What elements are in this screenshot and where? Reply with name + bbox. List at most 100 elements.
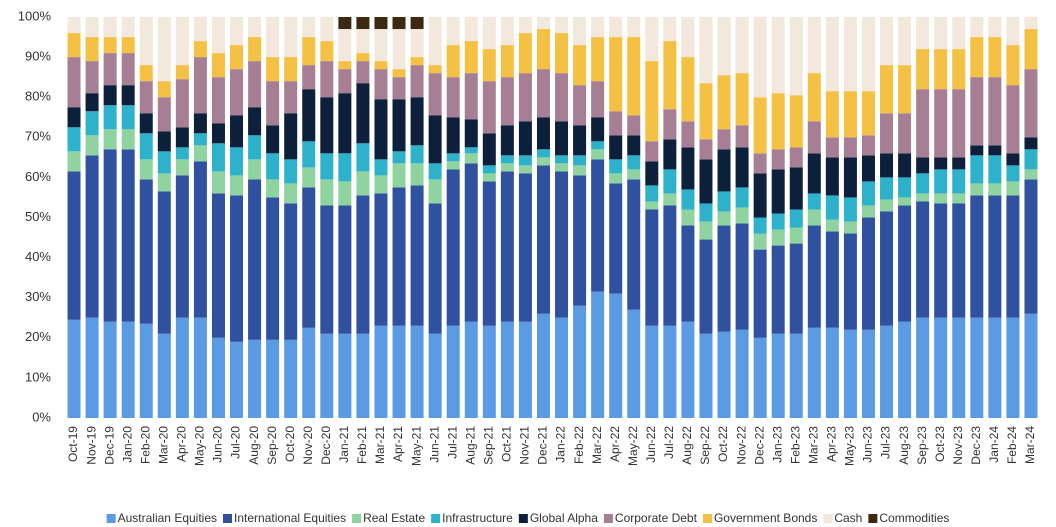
bar-segment (248, 37, 262, 62)
bar-segment (230, 195, 244, 342)
bar-segment (627, 169, 641, 180)
bar-segment (266, 197, 280, 340)
x-tick-label: Feb-24 (1005, 426, 1019, 464)
bar-segment (934, 17, 948, 50)
x-tick-label: Aug-21 (463, 426, 477, 465)
x-tick-label: Aug-23 (897, 426, 911, 465)
x-tick-label: Aug-22 (680, 426, 694, 465)
legend-swatch (431, 514, 441, 523)
bar-segment (843, 17, 857, 92)
bar-segment (555, 163, 569, 172)
bar-segment (952, 49, 966, 90)
bar-segment (230, 17, 244, 46)
bar-segment (916, 157, 930, 174)
bar-segment (121, 37, 135, 54)
bar-segment (482, 173, 496, 182)
bar-segment (121, 321, 135, 418)
bar-segment (663, 193, 677, 206)
bar-segment (699, 17, 713, 84)
x-tick-label: Mar-23 (806, 426, 820, 464)
bar-segment (1024, 29, 1038, 70)
x-tick-label: Jan-20 (120, 426, 134, 463)
y-tick-label: 90% (25, 49, 51, 64)
bar-segment (861, 205, 875, 218)
bar-segment (609, 37, 623, 112)
bar-segment (753, 337, 767, 418)
legend-swatch (106, 514, 116, 523)
bar-segment (663, 169, 677, 194)
bar-segment (735, 17, 749, 74)
bar-segment (356, 29, 370, 54)
bar-segment (843, 329, 857, 418)
legend-label: Real Estate (363, 511, 425, 525)
bar-segment (392, 151, 406, 164)
x-tick-label: Nov-23 (951, 426, 965, 465)
bar-segment (699, 221, 713, 240)
bar-segment (67, 33, 81, 58)
bar-segment (392, 17, 406, 30)
bar-segment (663, 41, 677, 110)
bar-segment (753, 97, 767, 154)
bar-segment (518, 73, 532, 122)
bar-segment (175, 317, 189, 418)
y-tick-label: 10% (25, 369, 51, 384)
y-tick-label: 50% (25, 209, 51, 224)
bar-segment (500, 45, 514, 78)
bar-segment (952, 17, 966, 50)
legend-swatch (868, 514, 878, 523)
bar-segment (627, 135, 641, 156)
bar-segment (175, 17, 189, 66)
bar-segment (103, 149, 117, 322)
bar-segment (753, 17, 767, 98)
bar-segment (320, 41, 334, 62)
bar-segment (988, 195, 1002, 318)
bar-segment (934, 49, 948, 90)
bar-segment (555, 121, 569, 156)
bar-segment (771, 169, 785, 214)
bar-segment (536, 149, 550, 158)
bar-segment (320, 17, 334, 42)
bar-segment (825, 157, 839, 196)
x-tick-label: Oct-22 (716, 426, 730, 462)
bar-segment (843, 137, 857, 158)
bar-segment (211, 53, 225, 78)
bar-segment (807, 73, 821, 122)
bar-segment (175, 147, 189, 160)
bar-segment (374, 29, 388, 62)
x-tick-label: Jun-21 (427, 426, 441, 463)
x-tick-label: Jun-22 (644, 426, 658, 463)
bar-segment (103, 129, 117, 150)
bar-segment (934, 203, 948, 318)
x-tick-label: Jan-23 (770, 426, 784, 463)
x-tick-label: Sep-21 (481, 426, 495, 465)
bar-segment (446, 153, 460, 162)
x-tick-label: Apr-21 (391, 426, 405, 462)
bar-segment (934, 169, 948, 194)
legend-swatch (352, 514, 362, 523)
bar-segment (573, 45, 587, 86)
bar-segment (230, 147, 244, 176)
bar-segment (248, 61, 262, 108)
legend-swatch (223, 514, 233, 523)
bar-segment (175, 65, 189, 80)
bar-segment (573, 125, 587, 156)
bar-segment (500, 77, 514, 126)
bar-segment (735, 329, 749, 418)
bar-segment (753, 173, 767, 218)
bar-segment (518, 173, 532, 322)
bar-segment (284, 113, 298, 160)
bar-segment (843, 197, 857, 222)
bar-segment (591, 159, 605, 292)
x-tick-label: Oct-19 (66, 426, 80, 462)
bar-segment (789, 209, 803, 228)
bar-segment (482, 181, 496, 326)
bar-segment (392, 29, 406, 70)
bar-segment (356, 61, 370, 84)
bar-segment (555, 317, 569, 418)
bar-segment (807, 17, 821, 74)
bar-segment (230, 69, 244, 116)
bar-segment (880, 325, 894, 418)
bar-segment (609, 17, 623, 38)
x-tick-label: Nov-21 (518, 426, 532, 465)
bar-segment (717, 225, 731, 332)
